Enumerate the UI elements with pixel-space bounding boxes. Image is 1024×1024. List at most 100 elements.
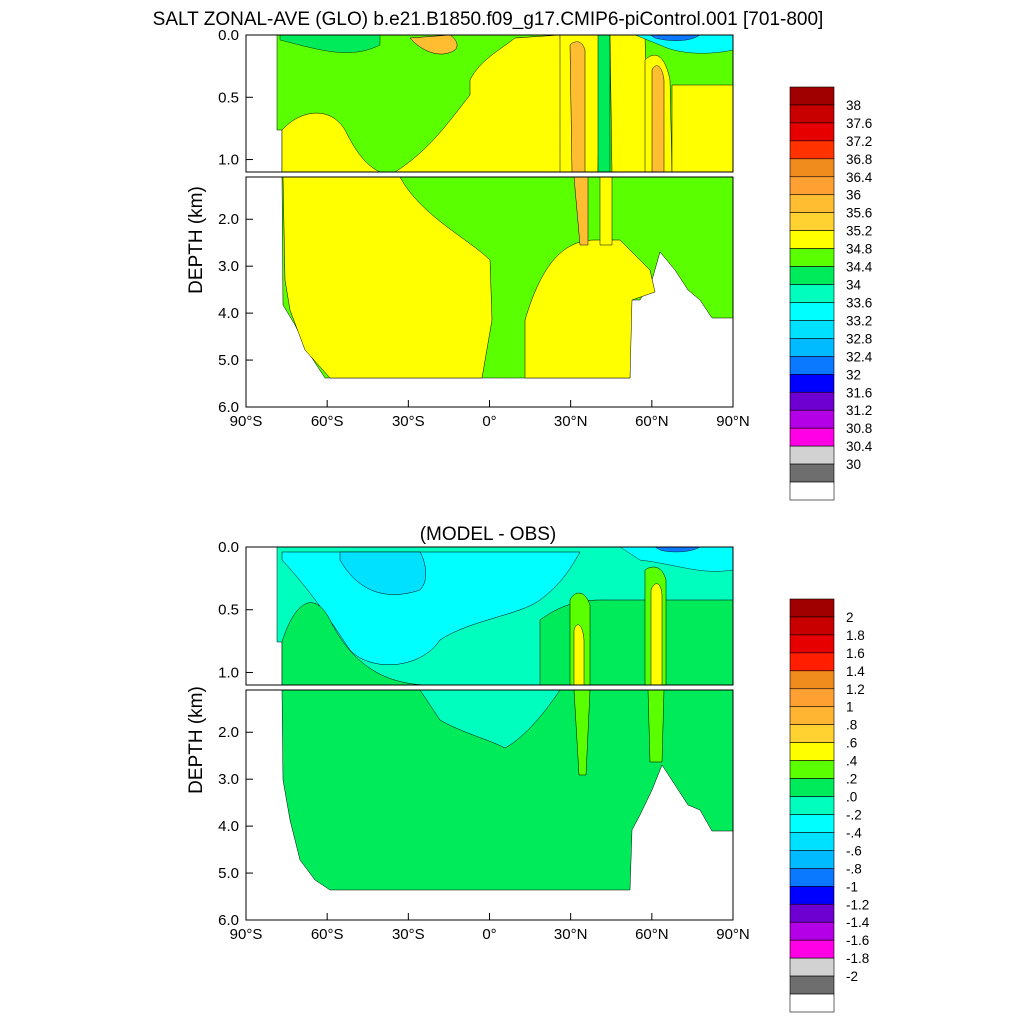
colorbar-label: 2 <box>846 610 854 625</box>
y-tick-label: 1.0 <box>218 152 239 169</box>
colorbar-swatch <box>789 481 835 501</box>
y-tick-label: 0.0 <box>218 539 239 556</box>
colorbar-swatch <box>789 230 835 249</box>
svg-text:DEPTH (km): DEPTH (km) <box>186 186 207 294</box>
colorbar-swatch <box>789 212 835 231</box>
x-tick-label: 0° <box>482 413 496 430</box>
colorbar-swatch <box>789 356 835 375</box>
colorbar-label: 32 <box>846 367 861 382</box>
colorbar-swatch <box>789 778 835 797</box>
y-tick-label: 3.0 <box>218 258 239 275</box>
colorbar-label: -.6 <box>846 843 862 858</box>
difference-colorbar: 21.81.61.41.21.8.6.4.2.0-.2-.4-.6-.8-1-1… <box>789 598 870 1013</box>
y-tick-label: 0.5 <box>218 89 239 106</box>
colorbar-swatch <box>789 176 835 196</box>
colorbar-swatch <box>789 104 835 124</box>
colorbar-swatch <box>789 122 835 142</box>
colorbar-label: .4 <box>846 754 858 769</box>
colorbar-swatch <box>789 598 835 618</box>
colorbar-swatch <box>789 796 835 815</box>
colorbar-swatch <box>789 850 835 869</box>
salinity-panel: SALT ZONAL-AVE (GLO) b.e21.B1850.f09_g17… <box>153 9 873 501</box>
x-tick-label: 30°N <box>554 926 588 943</box>
colorbar-label: 31.6 <box>846 385 872 400</box>
colorbar-swatch <box>789 903 835 923</box>
colorbar-label: -.4 <box>846 825 862 840</box>
colorbar-label: 36.8 <box>846 152 872 167</box>
colorbar-label: 36.4 <box>846 170 873 185</box>
colorbar-swatch <box>789 302 835 321</box>
y-tick-label: 2.0 <box>218 724 239 741</box>
colorbar-label: 37.6 <box>846 116 872 131</box>
y-tick-label: 4.0 <box>218 305 239 322</box>
colorbar-label: 35.2 <box>846 224 872 239</box>
x-tick-label: 60°N <box>635 413 669 430</box>
colorbar-swatch <box>789 670 835 690</box>
colorbar-label: 1.6 <box>846 646 865 661</box>
colorbar-label: .2 <box>846 772 857 787</box>
colorbar-label: -.8 <box>846 861 862 876</box>
colorbar-swatch <box>789 760 835 779</box>
y-tick-label: 6.0 <box>218 912 239 929</box>
difference-upper-field <box>246 547 733 685</box>
colorbar-label: -1.8 <box>846 951 869 966</box>
colorbar-label: 34.4 <box>846 260 873 275</box>
colorbar-label: 32.8 <box>846 331 872 346</box>
colorbar-swatch <box>789 445 835 465</box>
difference-y-label: DEPTH (km) <box>186 686 207 794</box>
colorbar-label: -.2 <box>846 807 862 822</box>
x-tick-label: 30°S <box>392 926 425 943</box>
colorbar-label: -1.6 <box>846 933 869 948</box>
y-tick-label: 3.0 <box>218 771 239 788</box>
colorbar-swatch <box>789 320 835 339</box>
colorbar-label: 1.4 <box>846 664 865 679</box>
difference-axes: 90°S 60°S 30°S 0° 30°N 60°N 90°N 0.0 0.5 1.0 2.0 3.… <box>218 539 750 943</box>
x-tick-label: 60°S <box>311 926 344 943</box>
salinity-upper-frame <box>245 34 734 173</box>
salinity-lower-field <box>246 177 733 407</box>
x-tick-label: 90°N <box>716 413 750 430</box>
colorbar-swatch <box>789 921 835 941</box>
colorbar-label: 33.6 <box>846 295 872 310</box>
colorbar-swatch <box>789 266 835 285</box>
colorbar-swatch <box>789 86 835 106</box>
colorbar-label: 35.6 <box>846 206 872 221</box>
svg-text:DEPTH (km): DEPTH (km) <box>186 686 207 794</box>
colorbar-swatch <box>789 284 835 303</box>
x-tick-label: 90°S <box>230 413 263 430</box>
colorbar-label: -1.2 <box>846 897 869 912</box>
x-tick-label: 60°S <box>311 413 344 430</box>
colorbar-swatch <box>789 616 835 636</box>
colorbar-swatch <box>789 652 835 672</box>
colorbar-swatch <box>789 374 835 393</box>
colorbar-label: 30 <box>846 457 861 472</box>
colorbar-label: 33.2 <box>846 313 872 328</box>
colorbar-label: -1.4 <box>846 915 870 930</box>
colorbar-swatch <box>789 975 835 995</box>
y-tick-label: 2.0 <box>218 211 239 228</box>
salinity-panel-title: SALT ZONAL-AVE (GLO) b.e21.B1850.f09_g17… <box>153 9 824 30</box>
colorbar-swatch <box>789 742 835 761</box>
colorbar-swatch <box>789 409 835 429</box>
colorbar-swatch <box>789 814 835 833</box>
colorbar-swatch <box>789 634 835 654</box>
salinity-upper-field <box>246 35 733 172</box>
x-tick-label: 0° <box>482 926 496 943</box>
y-tick-label: 0.5 <box>218 602 239 619</box>
colorbar-swatch <box>789 706 835 725</box>
y-tick-label: 5.0 <box>218 352 239 369</box>
colorbar-swatch <box>789 939 835 959</box>
y-tick-label: 6.0 <box>218 399 239 416</box>
colorbar-swatch <box>789 832 835 851</box>
x-tick-label: 90°S <box>230 926 263 943</box>
colorbar-label: 30.4 <box>846 439 873 454</box>
colorbar-label: .0 <box>846 790 857 805</box>
colorbar-label: 36 <box>846 188 861 203</box>
colorbar-swatch <box>789 688 835 708</box>
colorbar-label: 38 <box>846 98 861 113</box>
colorbar-swatch <box>789 427 835 447</box>
y-tick-label: 4.0 <box>218 818 239 835</box>
difference-panel: (MODEL - OBS) DEPTH (km) 90° <box>186 524 870 1013</box>
x-tick-label: 60°N <box>635 926 669 943</box>
salinity-axes: 90°S 60°S 30°S 0° 30°N 60°N 90°N 0.0 0.5 1.0 2.0 3.… <box>218 27 750 430</box>
